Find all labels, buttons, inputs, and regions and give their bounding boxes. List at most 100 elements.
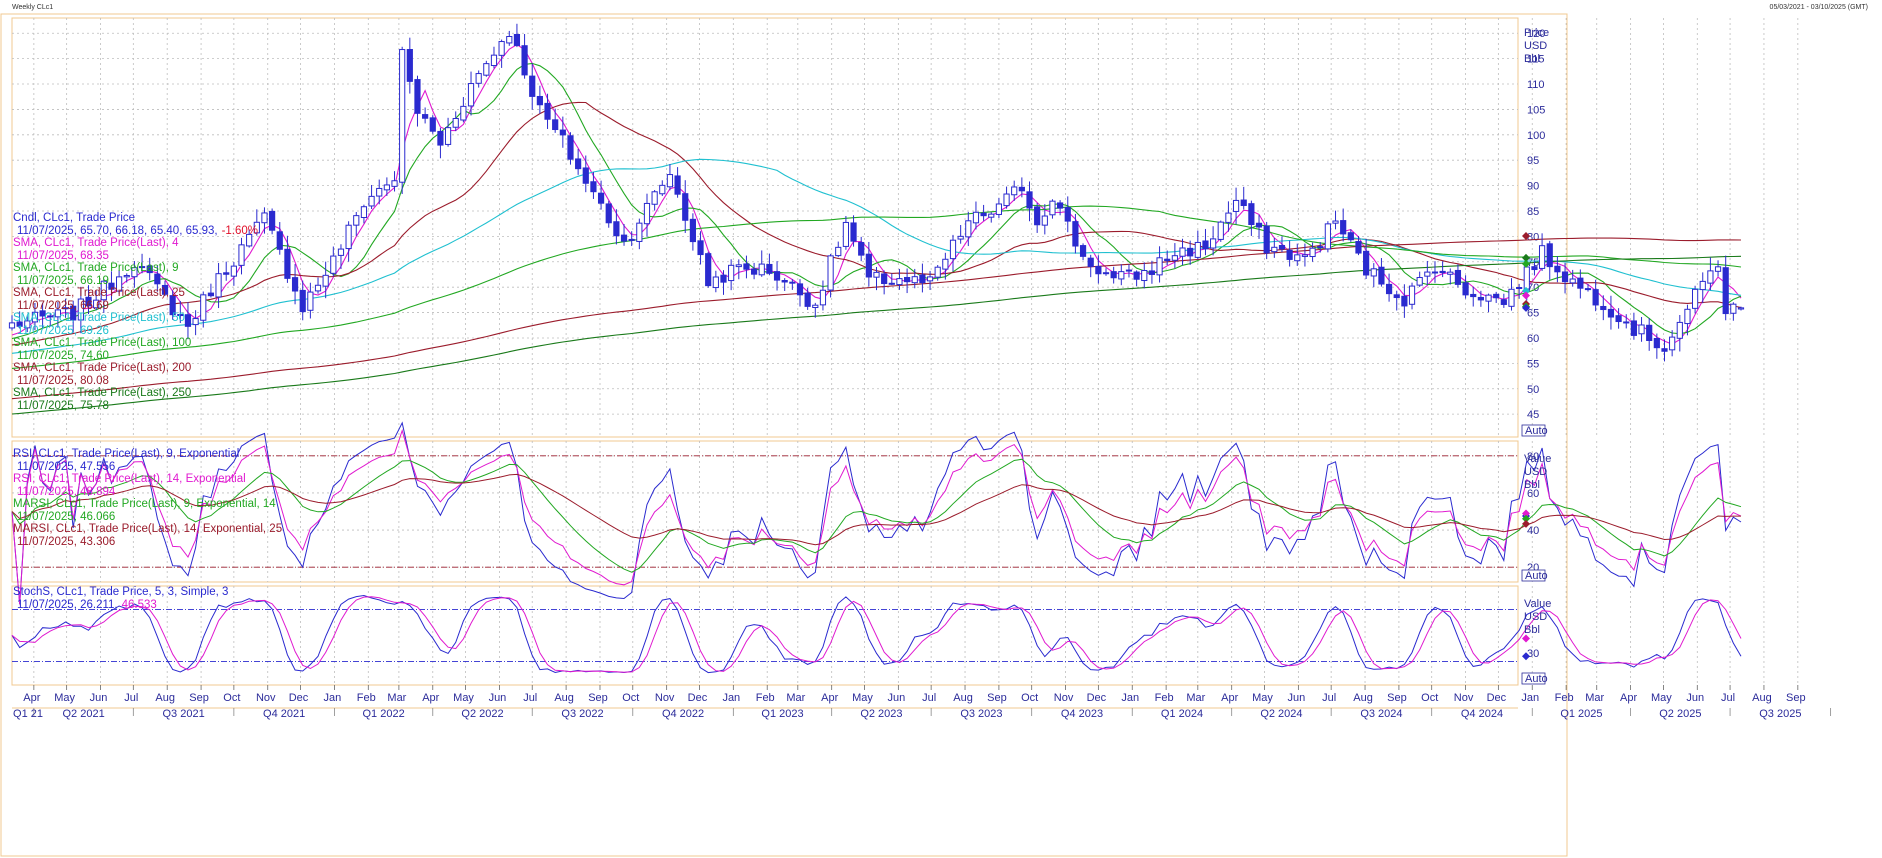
candle-body bbox=[1393, 294, 1400, 299]
candle-body bbox=[24, 320, 31, 329]
candle-body bbox=[1508, 288, 1515, 307]
candle bbox=[773, 261, 781, 291]
rsi-legend: RSI, CLc1, Trade Price(Last), 9, Exponen… bbox=[13, 448, 282, 548]
candle-body bbox=[1531, 266, 1538, 271]
candle bbox=[896, 268, 903, 290]
candle-body bbox=[781, 279, 788, 283]
legend-series-name: SMA, CLc1, Trade Price(Last), 100 bbox=[13, 337, 191, 349]
candle-body bbox=[567, 135, 574, 160]
month-label: Jul bbox=[523, 692, 537, 704]
candle bbox=[1439, 261, 1446, 278]
month-label: Aug bbox=[155, 692, 175, 704]
candle-body bbox=[1309, 247, 1316, 258]
quarter-label: Q1 2024 bbox=[1161, 708, 1203, 720]
candle bbox=[177, 300, 184, 323]
candle-body bbox=[1416, 277, 1423, 286]
candle-body bbox=[299, 289, 306, 313]
last-value-marker bbox=[1522, 303, 1530, 312]
candle-body bbox=[1523, 266, 1530, 290]
candle-body bbox=[552, 119, 559, 131]
legend-series-name: SMA, CLc1, Trade Price(Last), 50 bbox=[13, 312, 185, 324]
candle bbox=[1630, 312, 1637, 340]
month-label: May bbox=[1252, 692, 1273, 704]
rsi-unit-label: USD bbox=[1524, 466, 1547, 478]
last-value-marker bbox=[1522, 231, 1530, 240]
quarter-label: Q4 2024 bbox=[1461, 708, 1503, 720]
candle bbox=[865, 241, 872, 287]
candle bbox=[1714, 260, 1722, 277]
candle-body bbox=[1730, 303, 1737, 314]
candle-body bbox=[1569, 278, 1576, 284]
candle-body bbox=[483, 63, 490, 76]
quarter-label: Q3 2022 bbox=[561, 708, 603, 720]
candle-body bbox=[1592, 289, 1599, 306]
candle bbox=[253, 209, 260, 236]
candle bbox=[1194, 230, 1201, 260]
candle-body bbox=[47, 315, 54, 318]
candle-body bbox=[1171, 255, 1178, 261]
candle-body bbox=[1011, 186, 1018, 196]
candle bbox=[597, 180, 605, 210]
candle bbox=[299, 280, 306, 321]
candle bbox=[161, 280, 169, 296]
candle-body bbox=[1600, 305, 1607, 311]
month-label: Aug bbox=[1752, 692, 1772, 704]
stoch-unit-label: USD bbox=[1524, 611, 1547, 623]
candle bbox=[1057, 200, 1064, 216]
candle-body bbox=[70, 305, 77, 321]
candle-body bbox=[1125, 269, 1133, 272]
candle bbox=[123, 273, 130, 283]
candle bbox=[452, 111, 459, 132]
month-label: Dec bbox=[688, 692, 708, 704]
candle-body bbox=[1340, 220, 1347, 235]
price-unit-label: Price bbox=[1524, 27, 1549, 39]
month-label: Sep bbox=[588, 692, 608, 704]
candle bbox=[39, 302, 46, 328]
candle bbox=[750, 262, 758, 280]
candle-body bbox=[1225, 212, 1232, 223]
legend-series-value: 11/07/2025, 69.26 bbox=[17, 325, 109, 337]
price-tick-label: 115 bbox=[1527, 54, 1545, 66]
candle-body bbox=[743, 263, 750, 270]
candle-body bbox=[1332, 220, 1339, 224]
candle-body bbox=[1385, 283, 1393, 295]
candle bbox=[1561, 262, 1569, 294]
month-label: Sep bbox=[987, 692, 1007, 704]
candle-body bbox=[1133, 271, 1140, 280]
candle bbox=[1730, 302, 1737, 321]
candle-body bbox=[1034, 206, 1041, 226]
candle-body bbox=[1294, 254, 1301, 262]
candle bbox=[307, 282, 314, 319]
candle bbox=[567, 132, 574, 165]
candle bbox=[1470, 286, 1477, 307]
candle bbox=[620, 224, 628, 246]
candle-body bbox=[475, 73, 482, 84]
candle-body bbox=[536, 95, 543, 106]
candle bbox=[261, 207, 268, 234]
candle bbox=[62, 298, 69, 318]
legend-series-name: SMA, CLc1, Trade Price(Last), 25 bbox=[13, 287, 185, 299]
candle-body bbox=[314, 284, 322, 292]
candle-body bbox=[735, 264, 742, 268]
candle-body bbox=[590, 181, 597, 193]
candle bbox=[1118, 264, 1125, 286]
quarter-label: Q2 2021 bbox=[62, 708, 104, 720]
candle-body bbox=[429, 117, 436, 132]
candle-body bbox=[1623, 321, 1630, 324]
auto-label: Auto bbox=[1525, 673, 1548, 685]
month-label: Apr bbox=[422, 692, 439, 704]
candle bbox=[276, 222, 283, 255]
candle-body bbox=[1087, 257, 1094, 267]
candle bbox=[682, 180, 689, 233]
candle bbox=[697, 231, 704, 265]
candle-body bbox=[919, 274, 926, 284]
candle-body bbox=[1041, 215, 1048, 226]
candle-body bbox=[223, 272, 230, 275]
candle-body bbox=[674, 175, 681, 195]
candle-body bbox=[1638, 324, 1645, 335]
candle bbox=[1248, 200, 1255, 236]
marsi-14-line bbox=[11, 473, 1741, 546]
candle-body bbox=[253, 221, 260, 234]
candle-body bbox=[238, 244, 245, 266]
